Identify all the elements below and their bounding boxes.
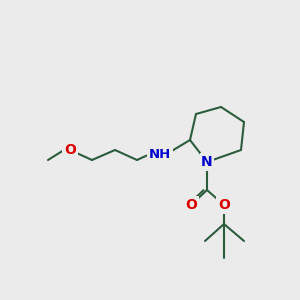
Text: O: O [64, 143, 76, 157]
Text: O: O [185, 198, 197, 212]
Text: O: O [218, 198, 230, 212]
Text: N: N [201, 155, 213, 169]
Text: NH: NH [149, 148, 171, 160]
